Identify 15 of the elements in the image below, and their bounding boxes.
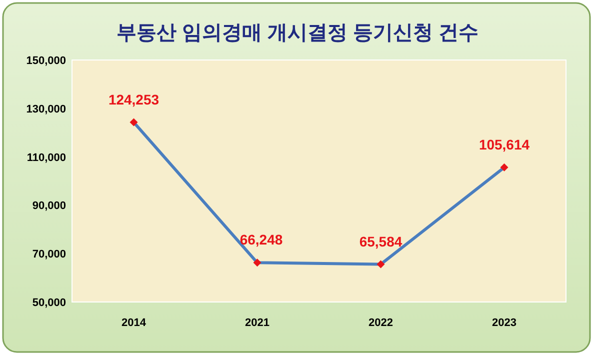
- y-tick-label: 70,000: [32, 248, 66, 261]
- x-tick-label: 2021: [245, 317, 270, 329]
- y-tick-label: 90,000: [32, 200, 66, 212]
- data-label: 66,248: [240, 232, 283, 248]
- y-tick-label: 110,000: [26, 152, 66, 164]
- y-tick-label: 50,000: [32, 297, 66, 309]
- chart-title: 부동산 임의경매 개시결정 등기신청 건수: [116, 22, 479, 44]
- x-tick-label: 2022: [368, 317, 393, 329]
- data-label: 105,614: [478, 136, 530, 152]
- data-label: 65,584: [359, 233, 402, 250]
- x-tick-label: 2014: [122, 317, 147, 329]
- y-tick-label: 130,000: [26, 103, 66, 116]
- y-tick-label: 150,000: [26, 55, 66, 67]
- data-label: 124,253: [108, 91, 160, 108]
- x-tick-label: 2023: [492, 317, 516, 329]
